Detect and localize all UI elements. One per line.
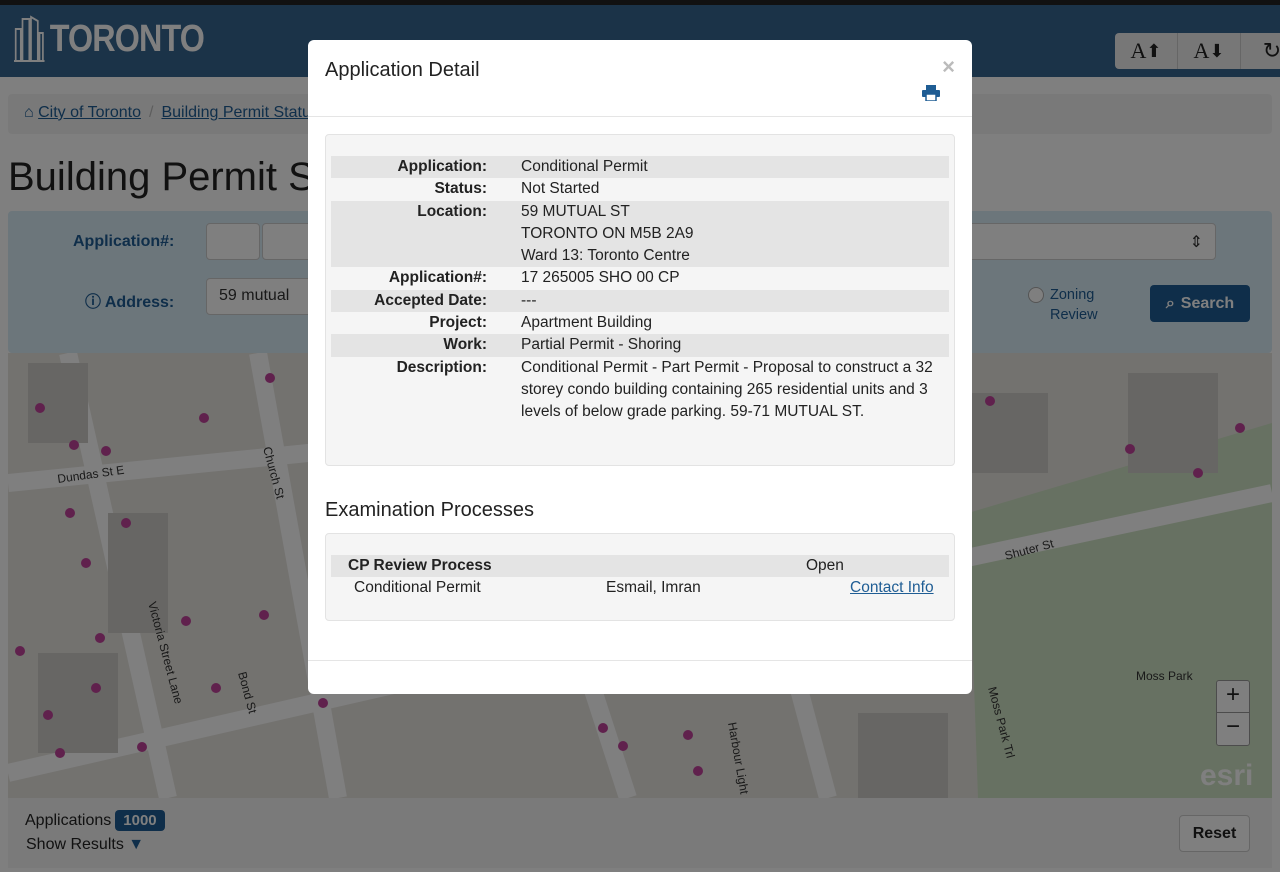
detail-value: Conditional Permit	[521, 158, 648, 175]
detail-value: 17 265005 SHO 00 CP	[521, 269, 680, 287]
detail-value-line: Ward 13: Toronto Centre	[521, 247, 690, 265]
examination-processes-panel: CP Review Process Open Conditional Permi…	[325, 533, 955, 621]
detail-label: Work:	[443, 336, 487, 354]
detail-value-line: 59 MUTUAL ST	[521, 202, 630, 220]
modal-title: Application Detail	[325, 59, 480, 81]
process-header-row: CP Review Process Open	[331, 555, 949, 577]
detail-label: Application#:	[388, 269, 487, 287]
process-row: Conditional Permit Esmail, Imran Contact…	[331, 577, 949, 599]
detail-label: Accepted Date:	[374, 291, 487, 309]
detail-row: Work: Partial Permit - Shoring	[331, 334, 949, 357]
print-icon[interactable]	[922, 85, 940, 101]
detail-value: ---	[521, 291, 537, 309]
detail-row: Location: 59 MUTUAL ST TORONTO ON M5B 2A9 W…	[331, 200, 949, 268]
process-type: Conditional Permit	[354, 579, 481, 596]
detail-value: Conditional Permit - Part Permit - Propo…	[521, 358, 933, 421]
detail-label: Status:	[434, 180, 487, 198]
detail-row: Status: Not Started	[331, 178, 949, 200]
process-status: Open	[806, 557, 844, 574]
detail-label: Location:	[417, 202, 487, 220]
detail-label: Description:	[396, 358, 487, 376]
close-button[interactable]: ×	[942, 54, 955, 79]
detail-label: Project:	[429, 314, 487, 332]
contact-info-link[interactable]: Contact Info	[850, 579, 934, 596]
detail-value: Apartment Building	[521, 314, 652, 332]
detail-row: Application#: 17 265005 SHO 00 CP	[331, 267, 949, 289]
detail-row: Project: Apartment Building	[331, 312, 949, 334]
process-examiner: Esmail, Imran	[606, 579, 701, 596]
modal-footer	[308, 660, 972, 661]
detail-value: Not Started	[521, 180, 600, 198]
detail-value: Partial Permit - Shoring	[521, 336, 682, 354]
application-details-panel: Application: Conditional Permit Status: Not…	[325, 134, 955, 466]
detail-value-line: TORONTO ON M5B 2A9	[521, 224, 694, 242]
detail-row: Application: Conditional Permit	[331, 156, 949, 179]
detail-row: Description: Conditional Permit - Part Pe…	[331, 357, 949, 424]
detail-value: 59 MUTUAL ST TORONTO ON M5B 2A9 Ward 13: T…	[521, 201, 949, 268]
application-detail-modal: Application Detail × Application: Conditi…	[308, 40, 972, 694]
detail-row: Accepted Date: ---	[331, 289, 949, 313]
detail-label: Application:	[397, 158, 487, 175]
process-name: CP Review Process	[348, 557, 492, 574]
examination-processes-heading: Examination Processes	[325, 499, 534, 521]
